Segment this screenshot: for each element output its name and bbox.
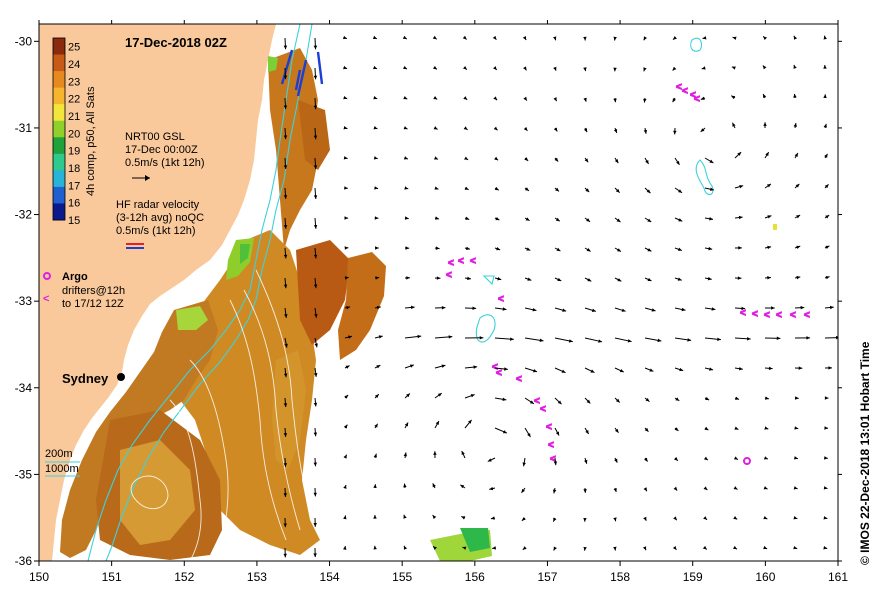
drifter-marker: < (740, 308, 746, 319)
lon-tick-label: 154 (320, 570, 340, 584)
lat-tick-label: -33 (15, 294, 33, 308)
lon-tick-label: 155 (392, 570, 412, 584)
drifter-marker: < (448, 258, 454, 269)
lon-tick-label: 159 (683, 570, 703, 584)
lat-tick-label: -35 (15, 467, 33, 481)
drifter-marker: < (446, 270, 452, 281)
lon-tick-label: 161 (828, 570, 848, 584)
hf-legend-sub: (3-12h avg) noQC (116, 212, 204, 224)
colorbar-segment (53, 203, 65, 220)
drifter-marker: < (804, 310, 810, 321)
colorbar-segment (53, 154, 65, 171)
colorbar-tick-label: 24 (68, 59, 80, 71)
drifter-marker: < (516, 374, 522, 385)
drifter-marker: < (764, 310, 770, 321)
map-title: 17-Dec-2018 02Z (125, 35, 227, 50)
depth-legend-200: 200m (45, 448, 73, 460)
colorbar-segment (53, 170, 65, 187)
lon-tick-label: 160 (755, 570, 775, 584)
imos-credit: © IMOS 22-Dec-2018 13:01 Hobart Time (858, 341, 872, 565)
gsl-legend-scale: 0.5m/s (1kt 12h) (125, 157, 204, 169)
drifter-marker: < (694, 94, 700, 105)
colorbar-segment (53, 55, 65, 72)
drifter-marker: < (682, 86, 688, 97)
lon-tick-label: 150 (29, 570, 49, 584)
sydney-label: Sydney (62, 371, 109, 386)
colorbar-segment (53, 88, 65, 105)
colorbar-label: 4h comp, p50, All Sats (85, 86, 97, 196)
lon-tick-label: 153 (247, 570, 267, 584)
lat-tick-label: -30 (15, 34, 33, 48)
drifter-legend-label-1: drifters@12h (62, 285, 125, 297)
colorbar-tick-label: 15 (68, 215, 80, 227)
drifter-marker: < (546, 422, 552, 433)
drifter-marker: < (470, 256, 476, 267)
lat-tick-label: -36 (15, 554, 33, 568)
gsl-legend-title: NRT00 GSL (125, 131, 185, 143)
colorbar-tick-label: 22 (68, 94, 80, 106)
sydney-marker (117, 373, 125, 381)
lon-tick-label: 157 (537, 570, 557, 584)
drifter-marker: < (540, 404, 546, 415)
lon-tick-label: 158 (610, 570, 630, 584)
drifter-marker: < (496, 368, 502, 379)
drifter-legend-symbol: < (43, 293, 49, 305)
lon-tick-label: 156 (465, 570, 485, 584)
drifter-legend-label-2: to 17/12 12Z (62, 298, 124, 310)
drifter-marker: < (498, 294, 504, 305)
argo-legend-label: Argo (62, 271, 88, 283)
colorbar-segment (53, 104, 65, 121)
lon-tick-label: 152 (174, 570, 194, 584)
drifter-marker: < (548, 440, 554, 451)
colorbar-tick-label: 21 (68, 111, 80, 123)
drifter-marker: < (790, 310, 796, 321)
colorbar-tick-label: 18 (68, 163, 80, 175)
lat-tick-label: -34 (15, 381, 33, 395)
colorbar-tick-label: 20 (68, 128, 80, 140)
hf-legend-title: HF radar velocity (116, 199, 200, 211)
colorbar-segment (53, 187, 65, 204)
drifter-marker: < (776, 310, 782, 321)
colorbar-segment (53, 137, 65, 154)
colorbar-segment (53, 121, 65, 138)
drifter-marker: < (752, 309, 758, 320)
drifter-marker: < (458, 256, 464, 267)
colorbar-tick-label: 25 (68, 42, 80, 54)
lon-tick-label: 151 (102, 570, 122, 584)
colorbar-segment (53, 38, 65, 55)
depth-legend-1000: 1000m (45, 463, 79, 475)
lat-tick-label: -32 (15, 208, 33, 222)
hf-legend-scale: 0.5m/s (1kt 12h) (116, 225, 195, 237)
colorbar-segment (53, 71, 65, 88)
gsl-legend-time: 17-Dec 00:00Z (125, 144, 198, 156)
colorbar-tick-label: 17 (68, 180, 80, 192)
colorbar-tick-label: 19 (68, 146, 80, 158)
lat-tick-label: -31 (15, 121, 33, 135)
colorbar-tick-label: 23 (68, 76, 80, 88)
colorbar-tick-label: 16 (68, 198, 80, 210)
